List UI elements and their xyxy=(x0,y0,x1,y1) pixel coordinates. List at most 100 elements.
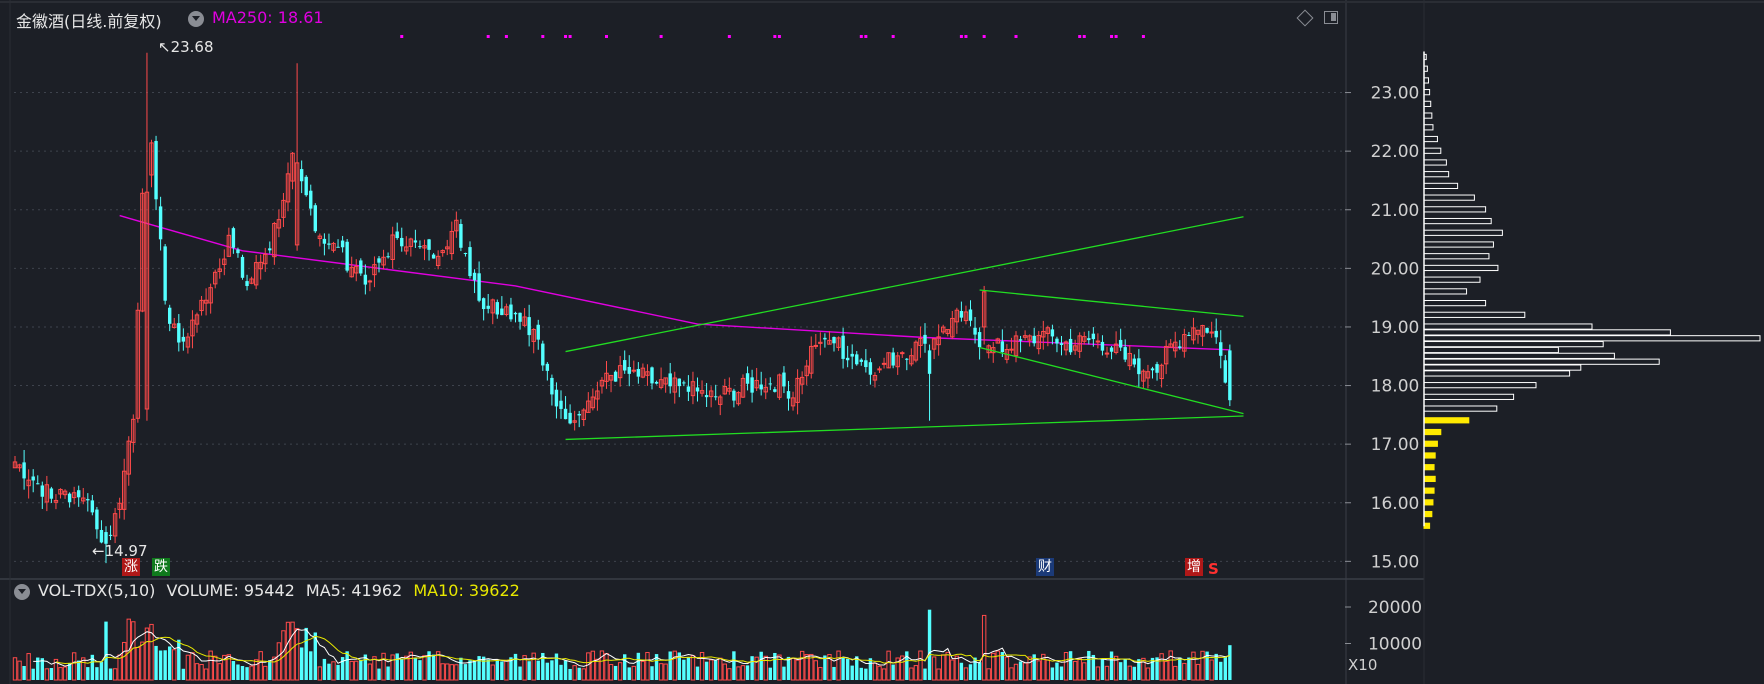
volume-bar xyxy=(595,658,600,681)
chart-title: 金徽酒(日线.前复权) xyxy=(16,12,162,31)
signal-mark xyxy=(727,35,731,38)
volume-bar xyxy=(1055,662,1059,680)
candle-body xyxy=(49,488,54,499)
candle-body xyxy=(340,240,345,248)
volume-ma10: MA10: 39622 xyxy=(413,581,520,600)
candle-body xyxy=(913,341,919,361)
volume-bar xyxy=(22,665,26,680)
candle-body xyxy=(590,396,596,409)
candle-body xyxy=(53,499,59,503)
volume-bar xyxy=(608,664,614,681)
volume-bar xyxy=(336,664,340,680)
candle-body xyxy=(754,379,759,389)
candle-body xyxy=(131,418,136,443)
candle-body xyxy=(954,309,960,323)
candle-body xyxy=(623,360,627,371)
candle-body xyxy=(86,499,90,501)
candle-body xyxy=(258,261,263,270)
volume-bar xyxy=(122,641,127,681)
volume-bar xyxy=(477,656,481,680)
signal-mark xyxy=(864,35,868,38)
volume-bar xyxy=(1009,667,1014,681)
volume-bar xyxy=(427,651,431,680)
panel-toggle-icon[interactable] xyxy=(1324,11,1338,24)
candle-body xyxy=(836,337,841,348)
candle-body xyxy=(645,371,650,376)
candle-body xyxy=(163,246,167,301)
candle-body xyxy=(959,310,964,318)
volume-bar xyxy=(864,668,868,680)
volume-bar xyxy=(1059,666,1064,680)
candle-body xyxy=(1187,334,1191,336)
candle-body xyxy=(1050,329,1055,337)
candle-body xyxy=(845,357,850,361)
profile-bar xyxy=(1423,428,1442,436)
candle-body xyxy=(281,199,286,218)
candle-body xyxy=(799,376,805,385)
volume-bar xyxy=(149,623,154,681)
volume-bar xyxy=(263,665,268,681)
candle-body xyxy=(367,280,373,283)
volume-bar xyxy=(590,650,596,681)
volume-bar xyxy=(1068,651,1073,680)
volume-bar xyxy=(704,661,709,680)
candle-body xyxy=(927,350,932,374)
signal-mark xyxy=(1110,35,1114,38)
volume-bar xyxy=(1072,660,1078,681)
candle-body xyxy=(945,329,950,335)
profile-bar xyxy=(1423,417,1470,424)
volume-ma5: MA5: 41962 xyxy=(305,581,403,600)
candle-body xyxy=(923,334,927,344)
candle-body xyxy=(486,305,490,309)
candle-body xyxy=(786,391,791,399)
candle-body xyxy=(850,353,854,357)
volume-bar xyxy=(1159,653,1164,681)
volume-indicator-title: VOL-TDX(5,10) xyxy=(38,581,156,600)
ma250-polyline xyxy=(119,214,1230,351)
volume-bar xyxy=(236,664,240,680)
volume-bar xyxy=(541,652,545,680)
candle-body xyxy=(71,492,77,499)
volume-bar xyxy=(750,656,754,680)
signal-mark xyxy=(773,35,777,38)
volume-bar xyxy=(732,651,736,680)
candle-body xyxy=(736,392,741,405)
candle-body xyxy=(418,246,422,248)
volume-bar xyxy=(131,621,136,681)
volume-bar xyxy=(577,667,581,680)
candle-body xyxy=(290,152,295,182)
volume-bar xyxy=(650,666,654,680)
candle-body xyxy=(172,323,177,328)
volume-bar xyxy=(1113,655,1119,681)
candle-body xyxy=(44,484,50,503)
signal-mark xyxy=(504,35,508,38)
candle-body xyxy=(1077,335,1082,352)
candle-body xyxy=(527,317,531,336)
candle-body xyxy=(413,240,418,243)
volume-bar xyxy=(395,653,399,680)
candle-body xyxy=(1000,341,1005,353)
volume-bar xyxy=(613,665,618,680)
candle-body xyxy=(1214,330,1218,338)
volume-bar xyxy=(86,667,90,680)
volume-bar xyxy=(850,665,854,680)
volume-bar xyxy=(795,659,800,681)
candle-body xyxy=(1045,327,1051,334)
volume-bar xyxy=(77,660,81,680)
candle-body xyxy=(331,242,336,251)
volume-bar xyxy=(1063,651,1069,681)
volume-bar xyxy=(509,657,513,680)
candle-body xyxy=(1127,352,1132,367)
signal-mark xyxy=(564,35,568,38)
volume-bar xyxy=(17,660,22,681)
candle-body xyxy=(126,440,131,475)
candle-body xyxy=(973,327,977,335)
volume-bar xyxy=(640,660,646,681)
chevron-down-icon[interactable] xyxy=(14,584,30,600)
volume-bar xyxy=(823,655,827,680)
candle-body xyxy=(58,488,63,495)
volume-bar xyxy=(773,652,777,680)
chevron-down-icon[interactable] xyxy=(188,11,204,27)
volume-bar xyxy=(1000,652,1005,680)
